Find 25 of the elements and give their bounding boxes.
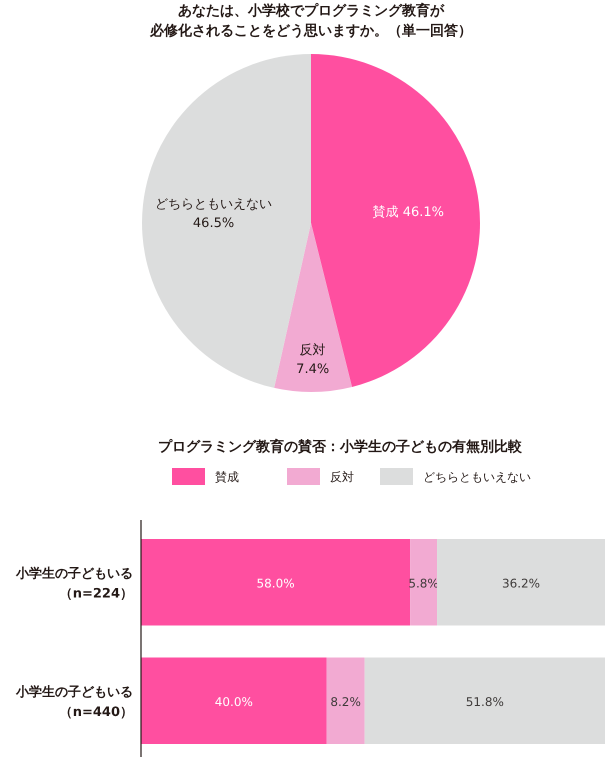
slice-label: 賛成 46.1% (372, 205, 444, 220)
bar (410, 538, 438, 626)
y-tick-label: 小学生の子どもいる（n=224） (15, 566, 133, 602)
legend-label: 反対 (330, 470, 354, 484)
data-label: 40.0% (214, 694, 253, 709)
data-label: 36.2% (502, 576, 540, 590)
data-label: 7.4% (296, 362, 330, 378)
y-tick-label: 小学生の子どもいる（n=440） (15, 684, 133, 720)
chart-title: あなたは、小学校でプログラミング教育が必修化されることをどう思いますか。（単一回答） (149, 2, 472, 39)
data-label: 8.2% (330, 694, 361, 709)
slice-label: 反対 (300, 342, 326, 358)
legend-label: どちらともいえない (423, 470, 531, 484)
chart-title: プログラミング教育の賛否：小学生の子どもの有無別比較 (158, 438, 523, 455)
data-label: 5.8% (408, 576, 439, 590)
data-label: 51.8% (466, 694, 504, 709)
slice-label: どちらともいえない (155, 197, 272, 212)
bar (326, 657, 365, 744)
bar (437, 538, 605, 626)
bar (364, 657, 605, 744)
bar (141, 538, 410, 626)
data-label: 46.5% (192, 216, 234, 232)
pie-slice (274, 223, 352, 392)
bar (141, 657, 327, 744)
legend-label: 賛成 (215, 470, 239, 484)
data-label: 58.0% (256, 576, 295, 590)
